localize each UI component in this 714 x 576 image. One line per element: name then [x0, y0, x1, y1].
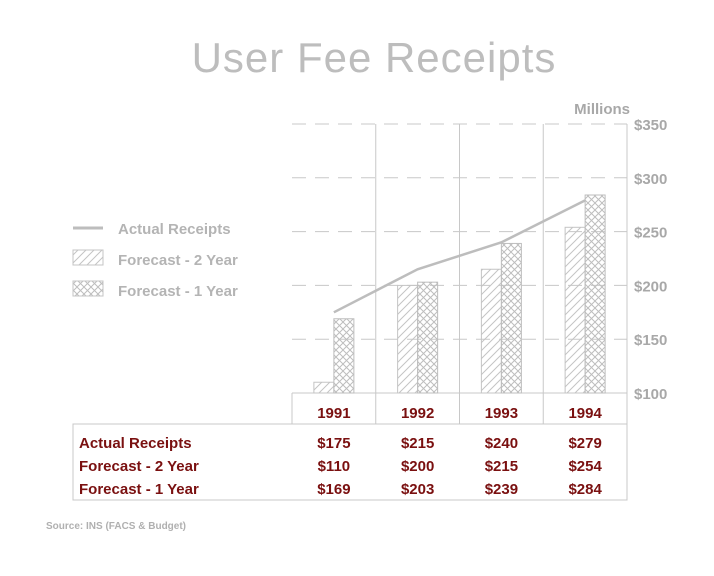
year-label: 1994	[568, 405, 602, 422]
bar-forecast-2	[313, 381, 335, 394]
table-cell: $200	[401, 458, 434, 475]
data-table: Actual Receipts Forecast - 2 Year Foreca…	[72, 405, 628, 501]
table-cell: $284	[568, 481, 602, 498]
y-tick-label: $150	[634, 332, 667, 349]
legend: Actual Receipts Forecast - 2 Year Foreca…	[72, 221, 238, 300]
bar-forecast-1	[584, 194, 606, 394]
bar-forecast-2	[480, 268, 502, 394]
table-cell: $203	[401, 481, 434, 498]
table-cell: $254	[568, 458, 602, 475]
table-border	[72, 423, 628, 501]
table-cell: $279	[568, 435, 601, 452]
bar-forecast-1	[500, 242, 522, 394]
year-label: 1991	[317, 405, 350, 422]
legend-swatch-forecast-1	[72, 280, 104, 297]
units-label: Millions	[574, 101, 630, 118]
actual-receipts-line	[333, 199, 586, 314]
year-label: 1992	[401, 405, 434, 422]
bar-group	[313, 194, 606, 394]
source-note: Source: INS (FACS & Budget)	[46, 521, 186, 532]
y-tick-label: $300	[634, 171, 667, 188]
row-label-forecast-2: Forecast - 2 Year	[79, 458, 199, 475]
table-cell: $215	[485, 458, 518, 475]
table-cell: $169	[317, 481, 350, 498]
y-tick-label: $200	[634, 278, 667, 295]
y-tick-label: $100	[634, 386, 667, 403]
legend-label-actual: Actual Receipts	[118, 221, 231, 238]
table-cell: $175	[317, 435, 350, 452]
table-cell: $215	[401, 435, 434, 452]
actual-line-group	[333, 199, 586, 314]
bar-forecast-1	[333, 318, 355, 394]
row-label-forecast-1: Forecast - 1 Year	[79, 481, 199, 498]
table-cell: $110	[318, 458, 351, 475]
legend-label-forecast-2: Forecast - 2 Year	[118, 252, 238, 269]
row-label-actual: Actual Receipts	[79, 435, 192, 452]
bar-forecast-1	[417, 281, 439, 394]
chart-title: User Fee Receipts	[192, 34, 557, 81]
legend-swatch-forecast-2	[72, 249, 104, 266]
year-label: 1993	[485, 405, 518, 422]
bar-forecast-2	[397, 284, 419, 394]
y-axis: $100 $150 $200 $250 $300 $350	[634, 117, 667, 403]
table-cell: $240	[485, 435, 518, 452]
table-cell: $239	[485, 481, 518, 498]
y-tick-label: $250	[634, 225, 667, 242]
bar-forecast-2	[564, 226, 586, 394]
legend-label-forecast-1: Forecast - 1 Year	[118, 283, 238, 300]
y-tick-label: $350	[634, 117, 667, 134]
